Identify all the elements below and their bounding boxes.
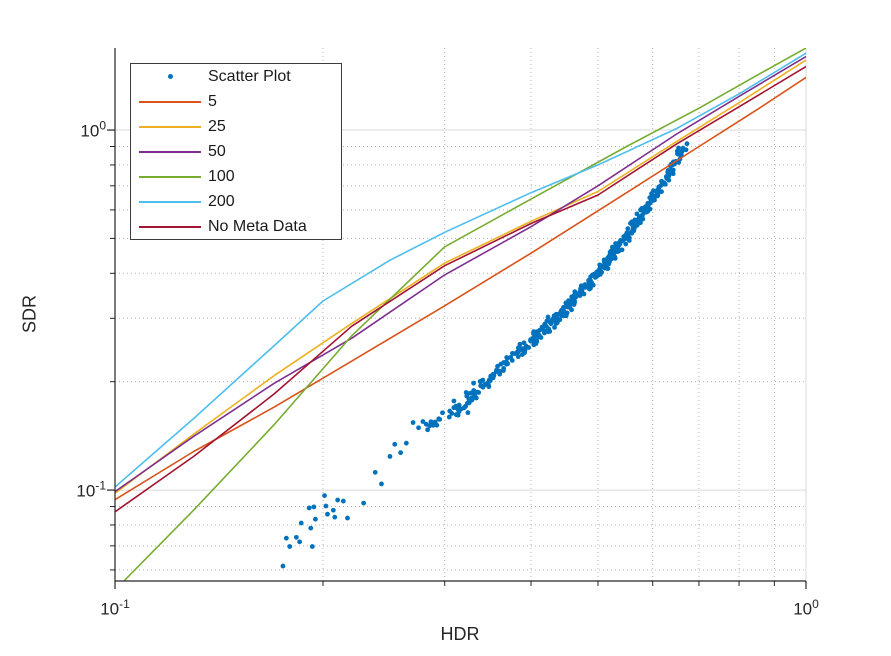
line-swatch-25 xyxy=(139,125,201,128)
line-swatch-5 xyxy=(139,100,201,103)
x-tick-label-1: 100 xyxy=(793,597,819,619)
scatter-marker-swatch xyxy=(139,74,201,79)
line-swatch-100 xyxy=(139,175,201,178)
y-axis-label: SDR xyxy=(19,294,40,334)
legend-item-100: 100 xyxy=(131,164,341,189)
line-swatch-200 xyxy=(139,200,201,203)
y-tick-label-0p1: 10-1 xyxy=(76,478,106,501)
legend-item-50: 50 xyxy=(131,139,341,164)
y-tick-label-1: 100 xyxy=(80,118,106,141)
legend-item-scatter: Scatter Plot xyxy=(131,64,341,89)
legend-item-no-meta-data: No Meta Data xyxy=(131,214,341,239)
x-axis-label: HDR xyxy=(440,624,480,644)
legend-item-200: 200 xyxy=(131,189,341,214)
x-tick-label-0p1: 10-1 xyxy=(100,597,130,619)
legend: Scatter Plot 5 25 50 100 200 No Meta Dat… xyxy=(130,63,342,240)
legend-item-25: 25 xyxy=(131,114,341,139)
line-swatch-no-meta-data xyxy=(139,225,201,228)
legend-item-5: 5 xyxy=(131,89,341,114)
line-swatch-50 xyxy=(139,150,201,153)
